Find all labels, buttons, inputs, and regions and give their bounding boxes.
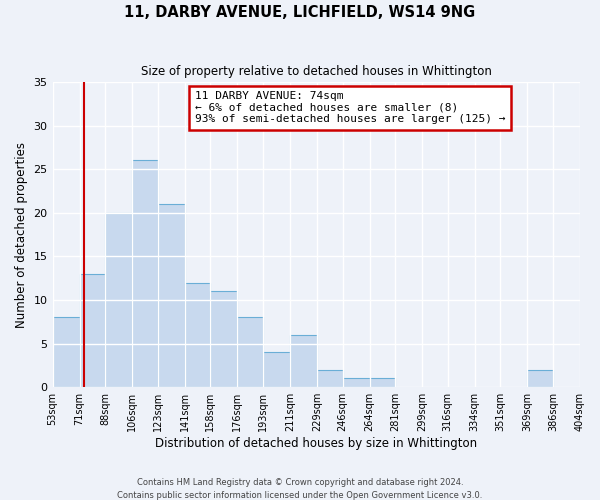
Bar — [80, 274, 105, 387]
Bar — [105, 213, 132, 387]
Y-axis label: Number of detached properties: Number of detached properties — [15, 142, 28, 328]
Bar — [211, 292, 238, 387]
Text: 11 DARBY AVENUE: 74sqm
← 6% of detached houses are smaller (8)
93% of semi-detac: 11 DARBY AVENUE: 74sqm ← 6% of detached … — [195, 91, 505, 124]
Bar — [185, 282, 211, 387]
Bar — [290, 335, 317, 387]
Bar — [317, 370, 343, 387]
Bar — [238, 318, 263, 387]
Bar — [132, 160, 158, 387]
Bar — [370, 378, 395, 387]
Bar — [53, 318, 80, 387]
Text: 11, DARBY AVENUE, LICHFIELD, WS14 9NG: 11, DARBY AVENUE, LICHFIELD, WS14 9NG — [124, 5, 476, 20]
X-axis label: Distribution of detached houses by size in Whittington: Distribution of detached houses by size … — [155, 437, 478, 450]
Text: Contains HM Land Registry data © Crown copyright and database right 2024.
Contai: Contains HM Land Registry data © Crown c… — [118, 478, 482, 500]
Bar — [158, 204, 185, 387]
Bar — [263, 352, 290, 387]
Bar — [343, 378, 370, 387]
Title: Size of property relative to detached houses in Whittington: Size of property relative to detached ho… — [141, 65, 492, 78]
Bar — [527, 370, 553, 387]
